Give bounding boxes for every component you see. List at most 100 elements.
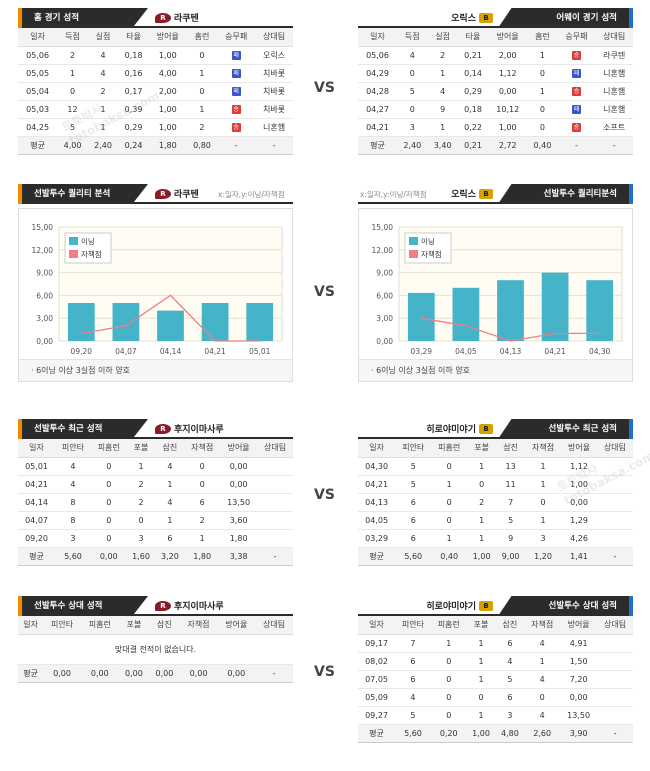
table-cell: 라쿠텐 xyxy=(595,46,633,65)
table-cell: 3 xyxy=(126,529,156,548)
away-record-header: 어웨이 경기 성적 오릭스 B xyxy=(358,8,633,28)
average-row: 평균 0,00 0,00 0,00 0,00 0,00 0,00- xyxy=(18,664,293,683)
table-cell: 5 xyxy=(397,82,428,101)
column-header: 방어율 xyxy=(560,616,598,635)
table-cell: 니혼햄 xyxy=(595,100,633,119)
table-cell: 04,29 xyxy=(358,64,398,83)
table-cell: 0 xyxy=(184,475,221,494)
table-row: 05,06 2 4 0,18 1,00 0 패 오릭스 xyxy=(18,46,293,65)
legend-swatch-earned-runs xyxy=(409,250,418,258)
quality-left-panel: 선발투수 퀄리티 분석 R 라쿠텐 x:일자,y:이닝/자책점 0,00 3,00… xyxy=(18,184,293,382)
quality-left-note: · 6이닝 이상 3실점 이하 양호 xyxy=(19,359,292,381)
table-cell: 0,00 xyxy=(560,688,598,707)
table-cell: 2 xyxy=(184,511,221,530)
average-cell: 1,60 xyxy=(126,547,156,566)
orix-logo-icon: B xyxy=(479,600,493,611)
quality-right-team-name: 오릭스 xyxy=(451,190,476,200)
innings-bar xyxy=(157,310,184,341)
table-cell: 1 xyxy=(186,100,218,119)
average-cell: 3,90 xyxy=(560,724,598,743)
column-header: 타율 xyxy=(118,28,149,47)
vs-label-4: VS xyxy=(314,664,335,680)
table-cell: 4,00 xyxy=(148,64,187,83)
vs-left-header: 선발투수 상대 성적 R 후지이마사루 xyxy=(18,596,293,616)
table-cell: 1,80 xyxy=(220,529,258,548)
table-cell: 6 xyxy=(495,634,525,653)
table-header-row: 일자 피안타 피홈런 포볼 삼진 자책점 방어율 상대팀 xyxy=(358,616,633,635)
column-header: 일자 xyxy=(18,439,56,458)
innings-bar xyxy=(497,280,524,341)
column-header: 일자 xyxy=(358,28,398,47)
table-cell: 1,12 xyxy=(561,457,597,476)
average-cell: 5,60 xyxy=(395,724,431,743)
table-cell: 1 xyxy=(57,64,88,83)
average-cell: - xyxy=(595,136,633,155)
result-badge: 승 xyxy=(217,100,256,119)
table-cell: 6 xyxy=(395,511,432,530)
recent-right-header: 선발투수 최근 성적 히로야미야기 B xyxy=(358,419,633,439)
vs-right-table: 일자 피안타 피홈런 포볼 삼진 자책점 방어율 상대팀 09,17 7 1 1 6 4 4,91 08,02… xyxy=(358,616,633,743)
column-header: 상대팀 xyxy=(596,439,633,458)
x-tick-label: 04,05 xyxy=(455,347,477,356)
table-cell: 0 xyxy=(525,493,562,512)
x-tick-label: 09,20 xyxy=(71,347,93,356)
table-cell: 05,01 xyxy=(18,457,56,476)
table-cell: 2 xyxy=(126,475,156,494)
table-cell: 니혼햄 xyxy=(255,118,293,137)
table-cell: 7 xyxy=(395,634,431,653)
table-cell xyxy=(597,634,633,653)
y-tick-label: 12,00 xyxy=(32,246,54,255)
table-cell: 7,20 xyxy=(560,670,598,689)
table-cell: 5 xyxy=(495,670,525,689)
table-cell: 1 xyxy=(527,82,558,101)
table-cell: 1,29 xyxy=(561,511,597,530)
win-icon: 승 xyxy=(571,86,581,96)
away-record-title: 어웨이 경기 성적 xyxy=(498,8,633,28)
table-cell: 6 xyxy=(395,670,431,689)
table-row: 04,21 5 1 0 11 1 1,00 xyxy=(358,475,633,494)
legend-swatch-earned-runs xyxy=(69,250,78,258)
orix-logo-icon: B xyxy=(479,423,493,434)
table-cell xyxy=(597,688,633,707)
table-row: 09,17 7 1 1 6 4 4,91 xyxy=(358,634,633,653)
quality-left-team: R 라쿠텐 xyxy=(155,187,199,200)
column-header: 득점 xyxy=(397,28,428,47)
table-cell: 0,17 xyxy=(118,82,149,101)
table-row: 04,21 4 0 2 1 0 0,00 xyxy=(18,475,293,494)
column-header: 삼진 xyxy=(149,616,180,635)
table-row: 05,01 4 0 1 4 0 0,00 xyxy=(18,457,293,476)
away-record-panel: 어웨이 경기 성적 오릭스 B 일자 득점 실점 타율 방어율 홈런 승무패 상대팀 05,06… xyxy=(358,8,633,155)
table-cell: 치바롯 xyxy=(255,64,293,83)
table-cell: 4 xyxy=(55,457,91,476)
rakuten-logo-icon: R xyxy=(155,12,171,23)
table-cell: 0 xyxy=(126,511,156,530)
table-cell: 1 xyxy=(525,475,562,494)
table-cell: 0 xyxy=(90,475,127,494)
average-cell: 0,00 xyxy=(90,547,127,566)
legend-swatch-innings xyxy=(69,237,78,245)
table-cell: 2 xyxy=(467,493,497,512)
table-row: 03,29 6 1 1 9 3 4,26 xyxy=(358,529,633,548)
legend-label-earned-runs: 자책점 xyxy=(81,249,102,259)
table-cell: 1 xyxy=(524,652,561,671)
win-icon: 승 xyxy=(231,122,241,132)
table-cell: 13,50 xyxy=(220,493,258,512)
table-cell: 1 xyxy=(427,64,458,83)
quality-left-title: 선발투수 퀄리티 분석 xyxy=(18,184,148,204)
average-cell: 1,41 xyxy=(561,547,597,566)
column-header: 상대팀 xyxy=(255,616,293,635)
average-cell: 평균 xyxy=(18,547,56,566)
quality-left-note-text: 6이닝 이상 3실점 이하 양호 xyxy=(36,366,131,375)
vs-left-table: 일자 피안타 피홈런 포볼 삼진 자책점 방어율 상대팀 맞대결 전적이 없습니다. 평균 0,00… xyxy=(18,616,293,683)
table-cell: 0 xyxy=(186,82,218,101)
table-cell: 4 xyxy=(524,706,561,725)
table-row: 04,30 5 0 1 13 1 1,12 xyxy=(358,457,633,476)
table-cell: 4 xyxy=(395,688,431,707)
quality-right-note-text: 6이닝 이상 3실점 이하 양호 xyxy=(376,366,471,375)
table-cell xyxy=(257,511,293,530)
table-row: 04,07 8 0 0 1 2 3,60 xyxy=(18,511,293,530)
table-cell: 4 xyxy=(495,652,525,671)
table-cell: 5 xyxy=(395,457,432,476)
vs-label-3: VS xyxy=(314,487,335,503)
table-cell: 04,30 xyxy=(358,457,396,476)
